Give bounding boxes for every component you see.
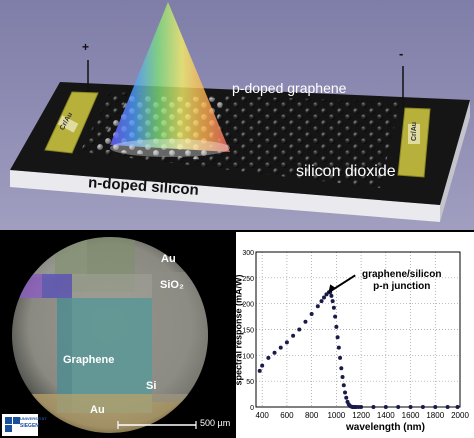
data-point — [257, 368, 262, 373]
x-tick-label: 800 — [305, 411, 319, 420]
data-point — [359, 405, 364, 409]
y-tick-label: 200 — [242, 302, 254, 309]
chart-annotation: graphene/silicon p-n junction — [362, 269, 442, 292]
data-point — [272, 350, 277, 355]
label-sio2: SiO₂ — [160, 279, 184, 291]
y-tick-label: 0 — [250, 405, 254, 412]
light-spot — [110, 139, 230, 157]
data-point — [383, 405, 388, 409]
logo-text-1: UNIVERSITÄT — [20, 416, 47, 421]
data-point — [455, 405, 460, 409]
slab-front-face — [10, 170, 440, 222]
y-tick-label: 300 — [242, 250, 254, 257]
data-point — [329, 293, 334, 298]
data-point — [315, 304, 320, 309]
spectral-response-chart: 400 600 800 1000 1200 1400 1600 1800 2000 0 50 100 1… — [242, 250, 469, 420]
y-tick-label: 50 — [246, 379, 254, 386]
data-point — [330, 299, 335, 304]
data-point — [344, 395, 349, 400]
label-graphene: Graphene — [63, 354, 115, 366]
minus-terminal-label: - — [399, 46, 404, 61]
left-contact-label-plate — [57, 115, 79, 133]
data-point — [338, 355, 343, 360]
x-tick-label: 1800 — [426, 411, 444, 420]
data-point — [291, 333, 296, 338]
data-point — [334, 324, 339, 329]
label-au-bottom: Au — [90, 404, 105, 416]
logo-text-2: SIEGEN — [20, 423, 39, 429]
data-point — [297, 327, 302, 332]
data-point — [340, 375, 345, 380]
data-point — [445, 405, 450, 409]
data-point — [396, 405, 401, 409]
x-tick-label: 1200 — [352, 411, 370, 420]
data-point — [433, 405, 438, 409]
device-drawing — [10, 2, 470, 222]
data-point — [343, 390, 348, 395]
device-illustration: + - p-doped graphene n-doped silicon sil… — [0, 0, 474, 230]
annotation-arrowhead — [328, 284, 337, 294]
micrograph-panel: Au SiO₂ Graphene Si Au 500 µm UNIVERSITÄ… — [0, 232, 232, 438]
data-point — [284, 340, 289, 345]
x-tick-label: 400 — [256, 411, 270, 420]
data-point — [336, 345, 341, 350]
data-point — [335, 335, 340, 340]
scale-bar-label: 500 µm — [200, 418, 231, 428]
oxide-label: silicon dioxide — [296, 163, 396, 180]
data-point — [420, 405, 425, 409]
y-tick-label: 150 — [242, 328, 254, 335]
x-tick-label: 1600 — [402, 411, 420, 420]
x-axis-label: wavelength (nm) — [346, 422, 425, 433]
slab-right-face — [440, 100, 470, 222]
data-point — [278, 345, 283, 350]
plus-terminal-label: + — [82, 40, 90, 54]
x-tick-label: 1400 — [377, 411, 395, 420]
x-tick-label: 2000 — [451, 411, 469, 420]
data-point — [408, 405, 413, 409]
y-axis-label: spectral response (mA/W) — [233, 274, 244, 386]
data-point — [260, 363, 265, 368]
label-au-top: Au — [161, 253, 176, 265]
data-point — [333, 314, 338, 319]
data-point — [303, 319, 308, 324]
label-si: Si — [146, 380, 157, 392]
data-point — [309, 312, 314, 316]
right-contact-label-plate — [408, 124, 420, 144]
data-point — [339, 366, 344, 371]
graphene-label: p-doped graphene — [232, 80, 347, 96]
data-point — [319, 299, 324, 304]
data-point — [266, 355, 271, 360]
x-tick-label: 600 — [280, 411, 294, 420]
light-beam — [110, 2, 230, 152]
y-tick-label: 250 — [242, 276, 254, 283]
chart-panel: 400 600 800 1000 1200 1400 1600 1800 2000 0 50 100 1… — [233, 232, 474, 438]
data-point — [322, 295, 326, 300]
micrograph-image — [2, 237, 208, 436]
data-point — [341, 383, 346, 388]
purple-overlap-region — [12, 274, 42, 298]
right-contact-label: Cr/Au — [411, 121, 419, 142]
data-point — [331, 305, 336, 310]
data-point — [371, 405, 376, 409]
y-tick-label: 100 — [242, 353, 254, 360]
x-tick-label: 1000 — [327, 411, 345, 420]
